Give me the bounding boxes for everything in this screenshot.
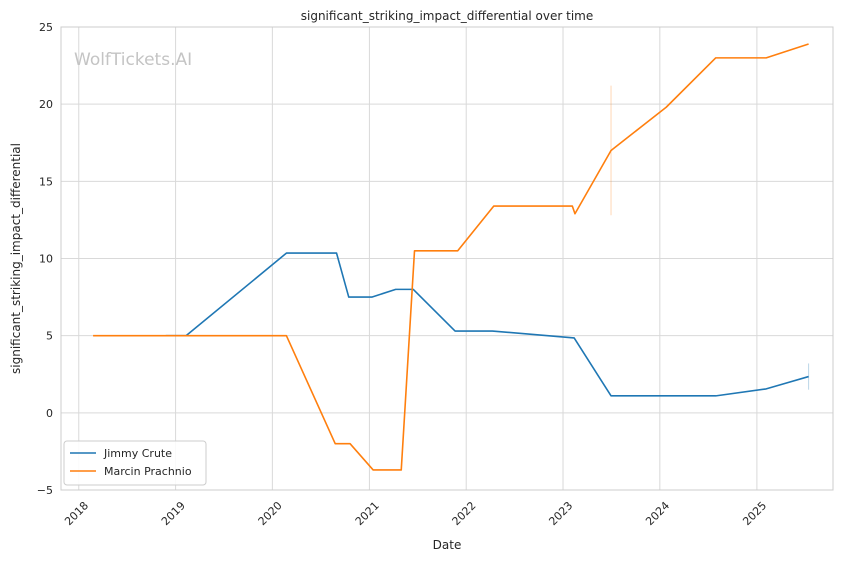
- y-tick-label-15: 15: [39, 175, 53, 188]
- legend-box: [63, 440, 207, 486]
- legend-label-marcin-prachnio: Marcin Prachnio: [104, 465, 192, 478]
- series-line-marcin-prachnio: [93, 43, 809, 471]
- y-tick-label-25: 25: [39, 21, 53, 34]
- chart-title: significant_striking_impact_differential…: [301, 9, 593, 23]
- legend-label-jimmy-crute: Jimmy Crute: [103, 447, 172, 460]
- y-tick-label-5: 5: [46, 330, 53, 343]
- plot-area-frame: [60, 26, 834, 491]
- y-tick-label-20: 20: [39, 98, 53, 111]
- watermark-text: WolfTickets.AI: [74, 50, 192, 70]
- x-axis-title: Date: [433, 538, 462, 552]
- series-lines: [93, 43, 810, 471]
- legend: Jimmy Crute Marcin Prachnio: [63, 440, 207, 486]
- y-tick-label-10: 10: [39, 253, 53, 266]
- y-tick-label--5: −5: [37, 484, 53, 497]
- y-tick-label-0: 0: [46, 407, 53, 420]
- series-line-jimmy-crute: [165, 252, 809, 397]
- y-axis-title: significant_striking_impact_differential: [9, 143, 23, 374]
